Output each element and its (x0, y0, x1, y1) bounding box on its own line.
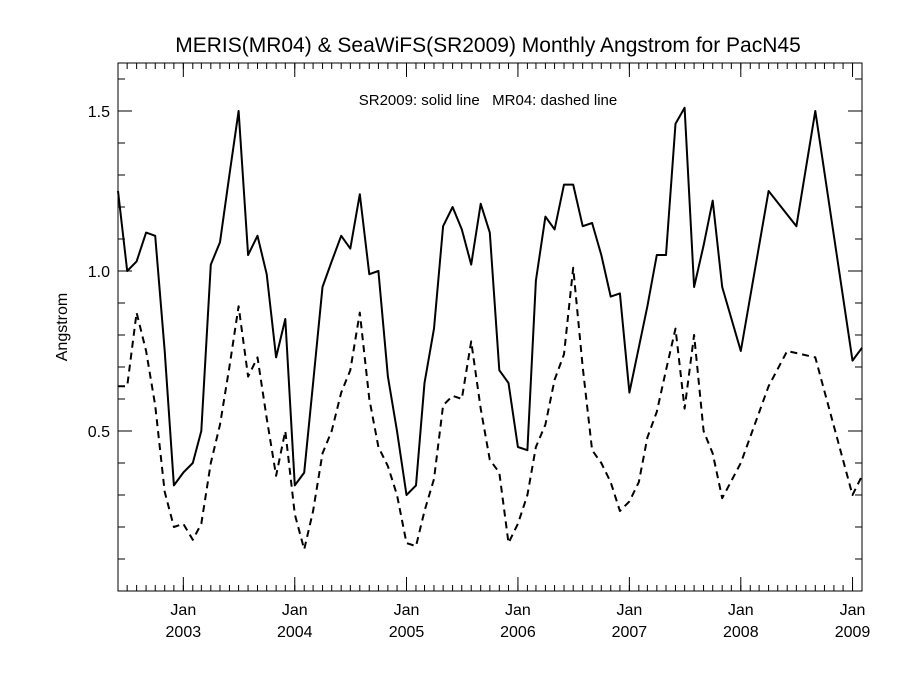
x-tick-year-label: 2004 (277, 624, 313, 641)
axis-ticks (118, 63, 862, 591)
series-annotation: SR2009: solid line MR04: dashed line (359, 92, 618, 109)
chart-title: MERIS(MR04) & SeaWiFS(SR2009) Monthly An… (175, 34, 801, 57)
y-axis-label: Angstrom (54, 293, 71, 361)
x-tick-month-label: Jan (505, 602, 531, 619)
series-line-solid (117, 106, 863, 496)
axis-tick-labels: 0.5 1.0 1.5 Jan 2003 Jan 2004 Jan 2005 Jan 2006 Jan… (88, 104, 871, 641)
x-tick-year-label: 2007 (612, 624, 648, 641)
x-tick-month-label: Jan (840, 602, 866, 619)
x-tick-month-label: Jan (616, 602, 642, 619)
x-tick-year-label: 2003 (166, 624, 202, 641)
x-tick-month-label: Jan (728, 602, 754, 619)
y-tick-label: 1.0 (88, 264, 110, 281)
x-tick-year-label: 2005 (389, 624, 425, 641)
plot-frame (117, 62, 863, 592)
series-layer (117, 106, 863, 551)
y-tick-label: 1.5 (88, 104, 110, 121)
x-tick-month-label: Jan (170, 602, 196, 619)
x-tick-year-label: 2008 (723, 624, 759, 641)
x-tick-month-label: Jan (394, 602, 420, 619)
series-line-dashed (118, 266, 863, 551)
y-tick-label: 0.5 (88, 424, 110, 441)
x-tick-year-label: 2006 (500, 624, 536, 641)
x-tick-month-label: Jan (282, 602, 308, 619)
x-tick-year-label: 2009 (835, 624, 871, 641)
